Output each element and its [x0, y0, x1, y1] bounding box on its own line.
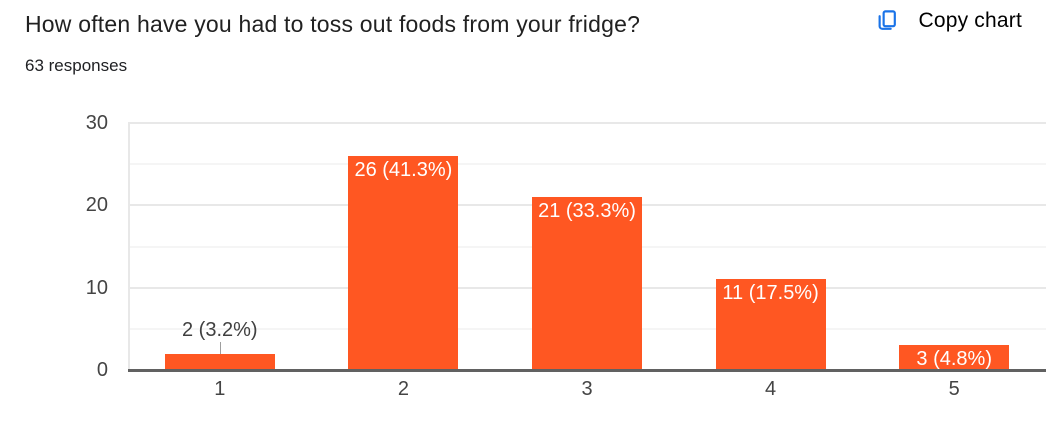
copy-chart-button[interactable]: Copy chart [874, 7, 1022, 35]
x-axis-baseline [128, 369, 1046, 372]
bar [715, 279, 826, 370]
bar-value-label: 11 (17.5%) [722, 282, 819, 305]
x-axis-label: 2 [397, 378, 409, 400]
bar-annotation: 2 (3.2%) [182, 318, 258, 341]
y-axis-label: 30 [85, 112, 108, 134]
x-axis-label: 1 [214, 378, 226, 400]
grid-line-minor [128, 163, 1046, 166]
bar-value-label: 21 (33.3%) [538, 200, 636, 223]
x-axis-label: 5 [948, 378, 960, 400]
x-axis-label: 3 [581, 378, 593, 400]
annotation-stem [219, 341, 221, 354]
bar [532, 197, 642, 370]
y-axis-label: 10 [85, 276, 108, 299]
bar-value-label: 26 (41.3%) [354, 158, 453, 181]
responses-count: 63 responses [25, 56, 128, 75]
bar [899, 345, 1010, 370]
copy-chart-label: Copy chart [918, 9, 1022, 32]
grid-line-major [128, 122, 1046, 124]
bar [348, 155, 459, 370]
question-title: How often have you had to toss out foods… [25, 11, 641, 37]
y-axis-line [128, 123, 130, 370]
copy-icon [874, 7, 900, 35]
y-axis-label: 0 [96, 359, 108, 381]
y-axis-label: 20 [85, 194, 108, 217]
x-axis-label: 4 [765, 378, 777, 400]
bar [164, 353, 275, 370]
bar-value-label: 3 (4.8%) [916, 348, 992, 371]
